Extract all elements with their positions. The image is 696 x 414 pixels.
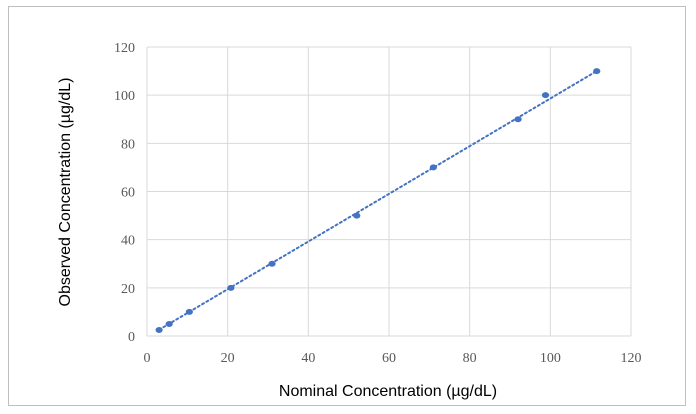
y-tick-label: 100	[114, 89, 135, 104]
data-point	[593, 68, 601, 75]
x-tick-label: 80	[463, 351, 477, 366]
x-axis-title: Nominal Concentration (µg/dL)	[279, 383, 497, 400]
trendline-layer	[158, 70, 598, 331]
y-tick-label: 40	[121, 234, 135, 249]
data-point	[353, 212, 361, 219]
x-axis-ticks: 0 20 40 60 80 100 120	[144, 351, 642, 366]
y-axis-ticks: 0 20 40 60 80 100 120	[114, 41, 135, 345]
x-tick-label: 0	[144, 351, 151, 366]
x-tick-label: 100	[540, 351, 561, 366]
data-point	[227, 284, 235, 291]
data-points	[155, 68, 601, 333]
y-tick-label: 80	[121, 137, 135, 152]
y-tick-label: 0	[128, 330, 135, 345]
data-point	[165, 320, 173, 327]
data-point	[268, 260, 276, 267]
gridlines	[146, 46, 632, 337]
x-tick-label: 40	[301, 351, 315, 366]
x-tick-label: 20	[221, 351, 235, 366]
data-point	[429, 164, 437, 171]
y-axis-title: Observed Concentration (µg/dL)	[57, 78, 74, 307]
chart-area	[8, 6, 686, 406]
data-point	[155, 326, 163, 333]
y-tick-label: 120	[114, 41, 135, 56]
data-point	[185, 308, 193, 315]
x-tick-label: 120	[621, 351, 642, 366]
trendline	[158, 70, 598, 331]
x-tick-label: 60	[382, 351, 396, 366]
y-tick-label: 20	[121, 282, 135, 297]
data-point	[541, 92, 550, 99]
data-point	[514, 116, 522, 123]
y-tick-label: 60	[121, 186, 135, 201]
